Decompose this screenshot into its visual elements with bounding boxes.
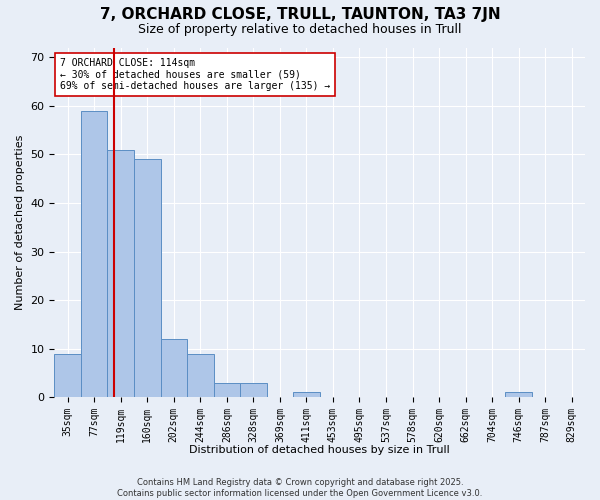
Bar xyxy=(187,354,214,397)
Bar xyxy=(505,392,532,397)
Bar xyxy=(55,354,81,397)
Text: 7, ORCHARD CLOSE, TRULL, TAUNTON, TA3 7JN: 7, ORCHARD CLOSE, TRULL, TAUNTON, TA3 7J… xyxy=(100,8,500,22)
Text: Size of property relative to detached houses in Trull: Size of property relative to detached ho… xyxy=(138,22,462,36)
Bar xyxy=(161,339,187,397)
Bar xyxy=(240,382,266,397)
Y-axis label: Number of detached properties: Number of detached properties xyxy=(15,134,25,310)
Bar xyxy=(134,159,161,397)
Bar xyxy=(293,392,320,397)
Text: Contains HM Land Registry data © Crown copyright and database right 2025.
Contai: Contains HM Land Registry data © Crown c… xyxy=(118,478,482,498)
Bar xyxy=(214,382,240,397)
Bar xyxy=(81,110,107,397)
Text: 7 ORCHARD CLOSE: 114sqm
← 30% of detached houses are smaller (59)
69% of semi-de: 7 ORCHARD CLOSE: 114sqm ← 30% of detache… xyxy=(60,58,330,91)
X-axis label: Distribution of detached houses by size in Trull: Distribution of detached houses by size … xyxy=(190,445,450,455)
Bar xyxy=(107,150,134,397)
